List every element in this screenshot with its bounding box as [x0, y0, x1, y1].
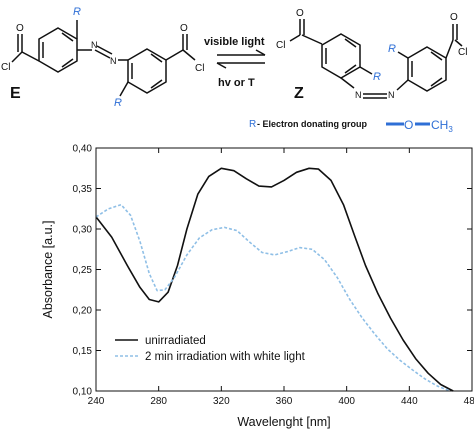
e-substituent-r-bottom: R	[114, 97, 122, 109]
x-tick-label: 240	[88, 396, 105, 407]
x-tick-label: 320	[213, 396, 230, 407]
y-tick-label: 0,25	[73, 265, 93, 276]
z-left-ccl-bond	[289, 34, 301, 42]
y-tick-label: 0,40	[73, 144, 93, 155]
chart-legend: unirradiated 2 min irradiation with white…	[115, 335, 306, 363]
x-tick-label: 480	[464, 396, 474, 407]
z-azo-n1: N	[355, 90, 362, 100]
z-substituent-r-right: R	[388, 43, 396, 55]
e-right-ring-double-1	[150, 53, 163, 63]
z-right-ring	[407, 46, 447, 92]
z-azo-n2: N	[388, 90, 395, 100]
y-tick-label: 0,15	[73, 346, 93, 357]
series-line-1	[95, 167, 454, 392]
e-r-bond-bottom	[119, 81, 129, 97]
y-axis-title: Absorbance [a.u.]	[41, 221, 55, 319]
e-left-ring-double-1	[61, 32, 74, 42]
z-azo-bond-left	[340, 77, 355, 89]
reaction-scheme: O Cl R N N R O Cl	[1, 6, 467, 134]
substituent-legend-r: R	[249, 119, 256, 130]
z-right-ring-double-3	[430, 77, 443, 87]
forward-arrow-head	[255, 49, 266, 56]
e-left-chlorine: Cl	[1, 62, 10, 73]
e-left-ring	[38, 27, 78, 73]
z-isomer-structure: O Cl R N N	[276, 8, 467, 102]
y-tick-label: 0,10	[73, 387, 93, 398]
absorbance-chart: 0,10 0,15 0,20 0,25 0,30 0,35 0,40 240 280 320 36…	[41, 144, 474, 430]
legend-label-2: 2 min irradiation with white light	[145, 351, 306, 363]
series-line-2	[95, 203, 451, 392]
legend-label-1: unirradiated	[145, 335, 206, 347]
equilibrium-arrows: visible light hv or T	[204, 36, 266, 89]
e-right-ccl-bond	[182, 49, 196, 61]
z-r-bond-right	[397, 51, 409, 59]
e-azo-n1: N	[91, 40, 98, 50]
x-axis-title: Wavelenght [nm]	[237, 415, 330, 429]
substituent-legend: R - Electron donating group O CH3	[249, 118, 453, 134]
substituent-methyl: CH3	[431, 118, 453, 134]
x-tick-label: 280	[150, 396, 167, 407]
z-azo-bond-right	[396, 79, 409, 91]
e-right-ring	[127, 48, 167, 94]
reverse-arrow-head	[216, 62, 227, 69]
e-left-carbonyl-bond	[21, 51, 40, 62]
z-left-oxygen: O	[296, 8, 304, 19]
x-tick-label: 400	[338, 396, 355, 407]
e-left-oxygen: O	[16, 23, 24, 34]
z-left-ring	[321, 33, 361, 79]
z-substituent-r-left: R	[373, 71, 381, 83]
y-tick-label: 0,30	[73, 225, 93, 236]
e-right-carbonyl-bond	[165, 49, 184, 61]
z-right-ccl-bond	[454, 39, 463, 47]
substituent-legend-note: - Electron donating group	[257, 119, 367, 129]
plot-frame	[95, 147, 473, 392]
e-azo-nn-1	[96, 45, 113, 55]
e-isomer-structure: O Cl R N N R O Cl	[1, 6, 204, 109]
z-left-carbonyl-bond	[301, 34, 323, 45]
e-substituent-r-top: R	[73, 6, 81, 18]
x-tick-label: 360	[276, 396, 293, 407]
z-right-oxygen: O	[450, 12, 458, 23]
isomer-e-label: E	[10, 85, 21, 102]
e-azo-n2: N	[110, 56, 117, 66]
z-right-ring-double-2	[430, 51, 443, 61]
forward-condition-label: visible light	[204, 36, 265, 48]
z-left-chlorine: Cl	[276, 40, 285, 51]
series-layer	[95, 167, 454, 392]
z-right-carbonyl-bond	[445, 39, 454, 59]
isomer-z-label: Z	[294, 85, 304, 102]
e-azo-nn-2	[94, 49, 111, 59]
y-tick-label: 0,20	[73, 306, 93, 317]
e-right-oxygen: O	[180, 23, 188, 34]
substituent-oxygen: O	[404, 118, 413, 132]
x-axis-ticks: 240 280 320 360 400 440 480	[88, 148, 474, 407]
reverse-condition-label: hv or T	[218, 77, 255, 89]
z-left-ring-double-2	[344, 38, 357, 48]
z-right-chlorine: Cl	[458, 47, 467, 58]
y-tick-label: 0,35	[73, 184, 93, 195]
e-left-ring-double-3	[61, 58, 74, 68]
e-right-chlorine: Cl	[195, 63, 204, 74]
y-axis-ticks: 0,10 0,15 0,20 0,25 0,30 0,35 0,40	[73, 144, 472, 398]
e-left-ccl-bond	[11, 51, 23, 63]
z-left-ring-double-3	[344, 64, 357, 74]
z-r-bond-left	[359, 66, 373, 75]
e-right-ring-double-2	[150, 79, 163, 89]
x-tick-label: 440	[401, 396, 418, 407]
